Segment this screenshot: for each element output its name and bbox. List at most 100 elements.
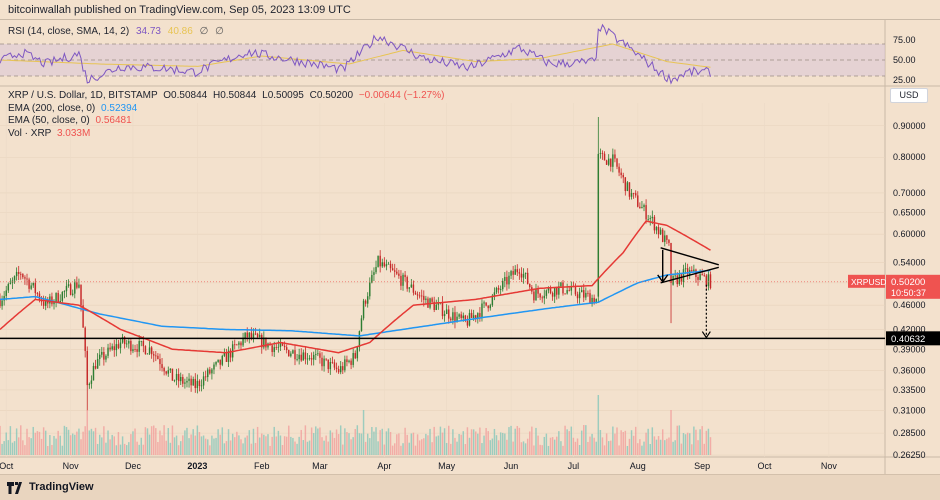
volume-bar: [310, 427, 313, 455]
candle-body: [30, 285, 32, 289]
candle-body: [82, 305, 84, 328]
volume-bar: [261, 433, 263, 455]
brand-name: TradingView: [29, 481, 94, 493]
candle-body: [628, 182, 631, 197]
volume-bar: [506, 439, 508, 455]
volume-bar: [88, 430, 91, 455]
candle-body: [597, 153, 600, 297]
candle-body: [173, 380, 176, 381]
volume-bar: [626, 445, 629, 455]
volume-bar: [366, 433, 369, 455]
volume-bar: [115, 445, 118, 455]
candle-body: [238, 342, 240, 345]
time-tick-label: Aug: [630, 461, 646, 471]
candle-body: [659, 229, 662, 235]
candle-body: [385, 264, 388, 267]
volume-bar: [190, 434, 192, 455]
candle-body: [198, 380, 201, 386]
candle-body: [593, 297, 595, 304]
volume-bar: [86, 410, 88, 455]
volume-bar: [339, 425, 342, 455]
volume-bar: [277, 430, 280, 455]
volume-bar: [493, 428, 496, 455]
candle-body: [229, 350, 232, 358]
candle-body: [560, 282, 562, 287]
candle-body: [150, 347, 153, 355]
time-tick-label: Mar: [312, 461, 328, 471]
volume-bar: [290, 436, 292, 455]
candle-body: [497, 287, 500, 290]
volume-bar: [283, 436, 286, 455]
symbol-tag-label: XRPUSD: [851, 277, 886, 287]
volume-bar: [664, 440, 666, 455]
volume-bar: [547, 445, 550, 455]
candle-body: [402, 274, 404, 286]
candle-body: [204, 376, 207, 378]
volume-bar: [691, 444, 693, 455]
volume-bar: [180, 441, 182, 455]
volume-bar: [522, 441, 525, 455]
volume-bar: [317, 428, 319, 455]
volume-bar: [568, 431, 570, 455]
candle-body: [709, 274, 712, 289]
candle-body: [248, 332, 251, 338]
volume-bar: [468, 437, 471, 455]
candle-body: [676, 275, 678, 285]
volume-bar: [709, 437, 712, 455]
symbol-name: XRP / U.S. Dollar, 1D, BITSTAMP: [8, 90, 158, 101]
volume-bar: [76, 431, 78, 455]
candle-body: [452, 312, 454, 321]
candle-body: [655, 227, 658, 231]
candle-body: [211, 369, 213, 374]
candle-body: [113, 346, 115, 351]
volume-bar: [655, 439, 658, 455]
volume-bar: [69, 435, 72, 455]
volume-bar: [437, 435, 440, 455]
volume-bar: [684, 434, 687, 455]
publisher-text: bitcoinwallah published on TradingView.c…: [8, 4, 351, 16]
candle-body: [396, 271, 398, 274]
volume-bar: [53, 435, 55, 455]
candle-body: [244, 332, 246, 339]
volume-bar: [51, 444, 53, 455]
volume-bar: [32, 426, 34, 455]
price-tick-label: 0.39000: [893, 344, 926, 354]
volume-bar: [252, 428, 255, 455]
price-tick-label: 0.28500: [893, 428, 926, 438]
candle-body: [236, 344, 238, 346]
volume-bar: [196, 425, 199, 455]
volume-bar: [699, 429, 701, 455]
candle-body: [408, 287, 410, 289]
candle-body: [364, 300, 367, 304]
volume-bar: [410, 433, 413, 455]
volume-bar: [583, 425, 585, 455]
volume-value: 3.033M: [56, 127, 91, 139]
candle-body: [80, 284, 82, 306]
volume-bar: [398, 433, 400, 455]
volume-bar: [578, 445, 581, 455]
volume-bar: [651, 427, 654, 455]
ohlc-high: H0.50844: [213, 90, 257, 101]
candle-body: [294, 350, 296, 360]
candle-body: [684, 268, 687, 270]
projection-arrow-icon: [701, 331, 711, 339]
volume-bar: [327, 441, 329, 455]
volume-bar: [192, 429, 194, 455]
price-tick-label: 0.42000: [893, 324, 926, 334]
candle-body: [460, 314, 462, 319]
volume-bar: [111, 434, 113, 455]
candle-body: [315, 354, 317, 355]
currency-button[interactable]: USD: [890, 88, 928, 103]
candle-body: [186, 380, 188, 383]
candle-body: [697, 277, 699, 280]
volume-bar: [234, 437, 236, 455]
volume-bar: [44, 430, 47, 455]
candle-body: [348, 360, 350, 363]
volume-bar: [38, 431, 41, 455]
candle-body: [564, 293, 566, 295]
volume-bar: [481, 443, 483, 455]
volume-bar: [96, 443, 99, 455]
volume-bar: [531, 426, 533, 455]
volume-bar: [213, 438, 215, 455]
volume-bar: [47, 445, 49, 455]
